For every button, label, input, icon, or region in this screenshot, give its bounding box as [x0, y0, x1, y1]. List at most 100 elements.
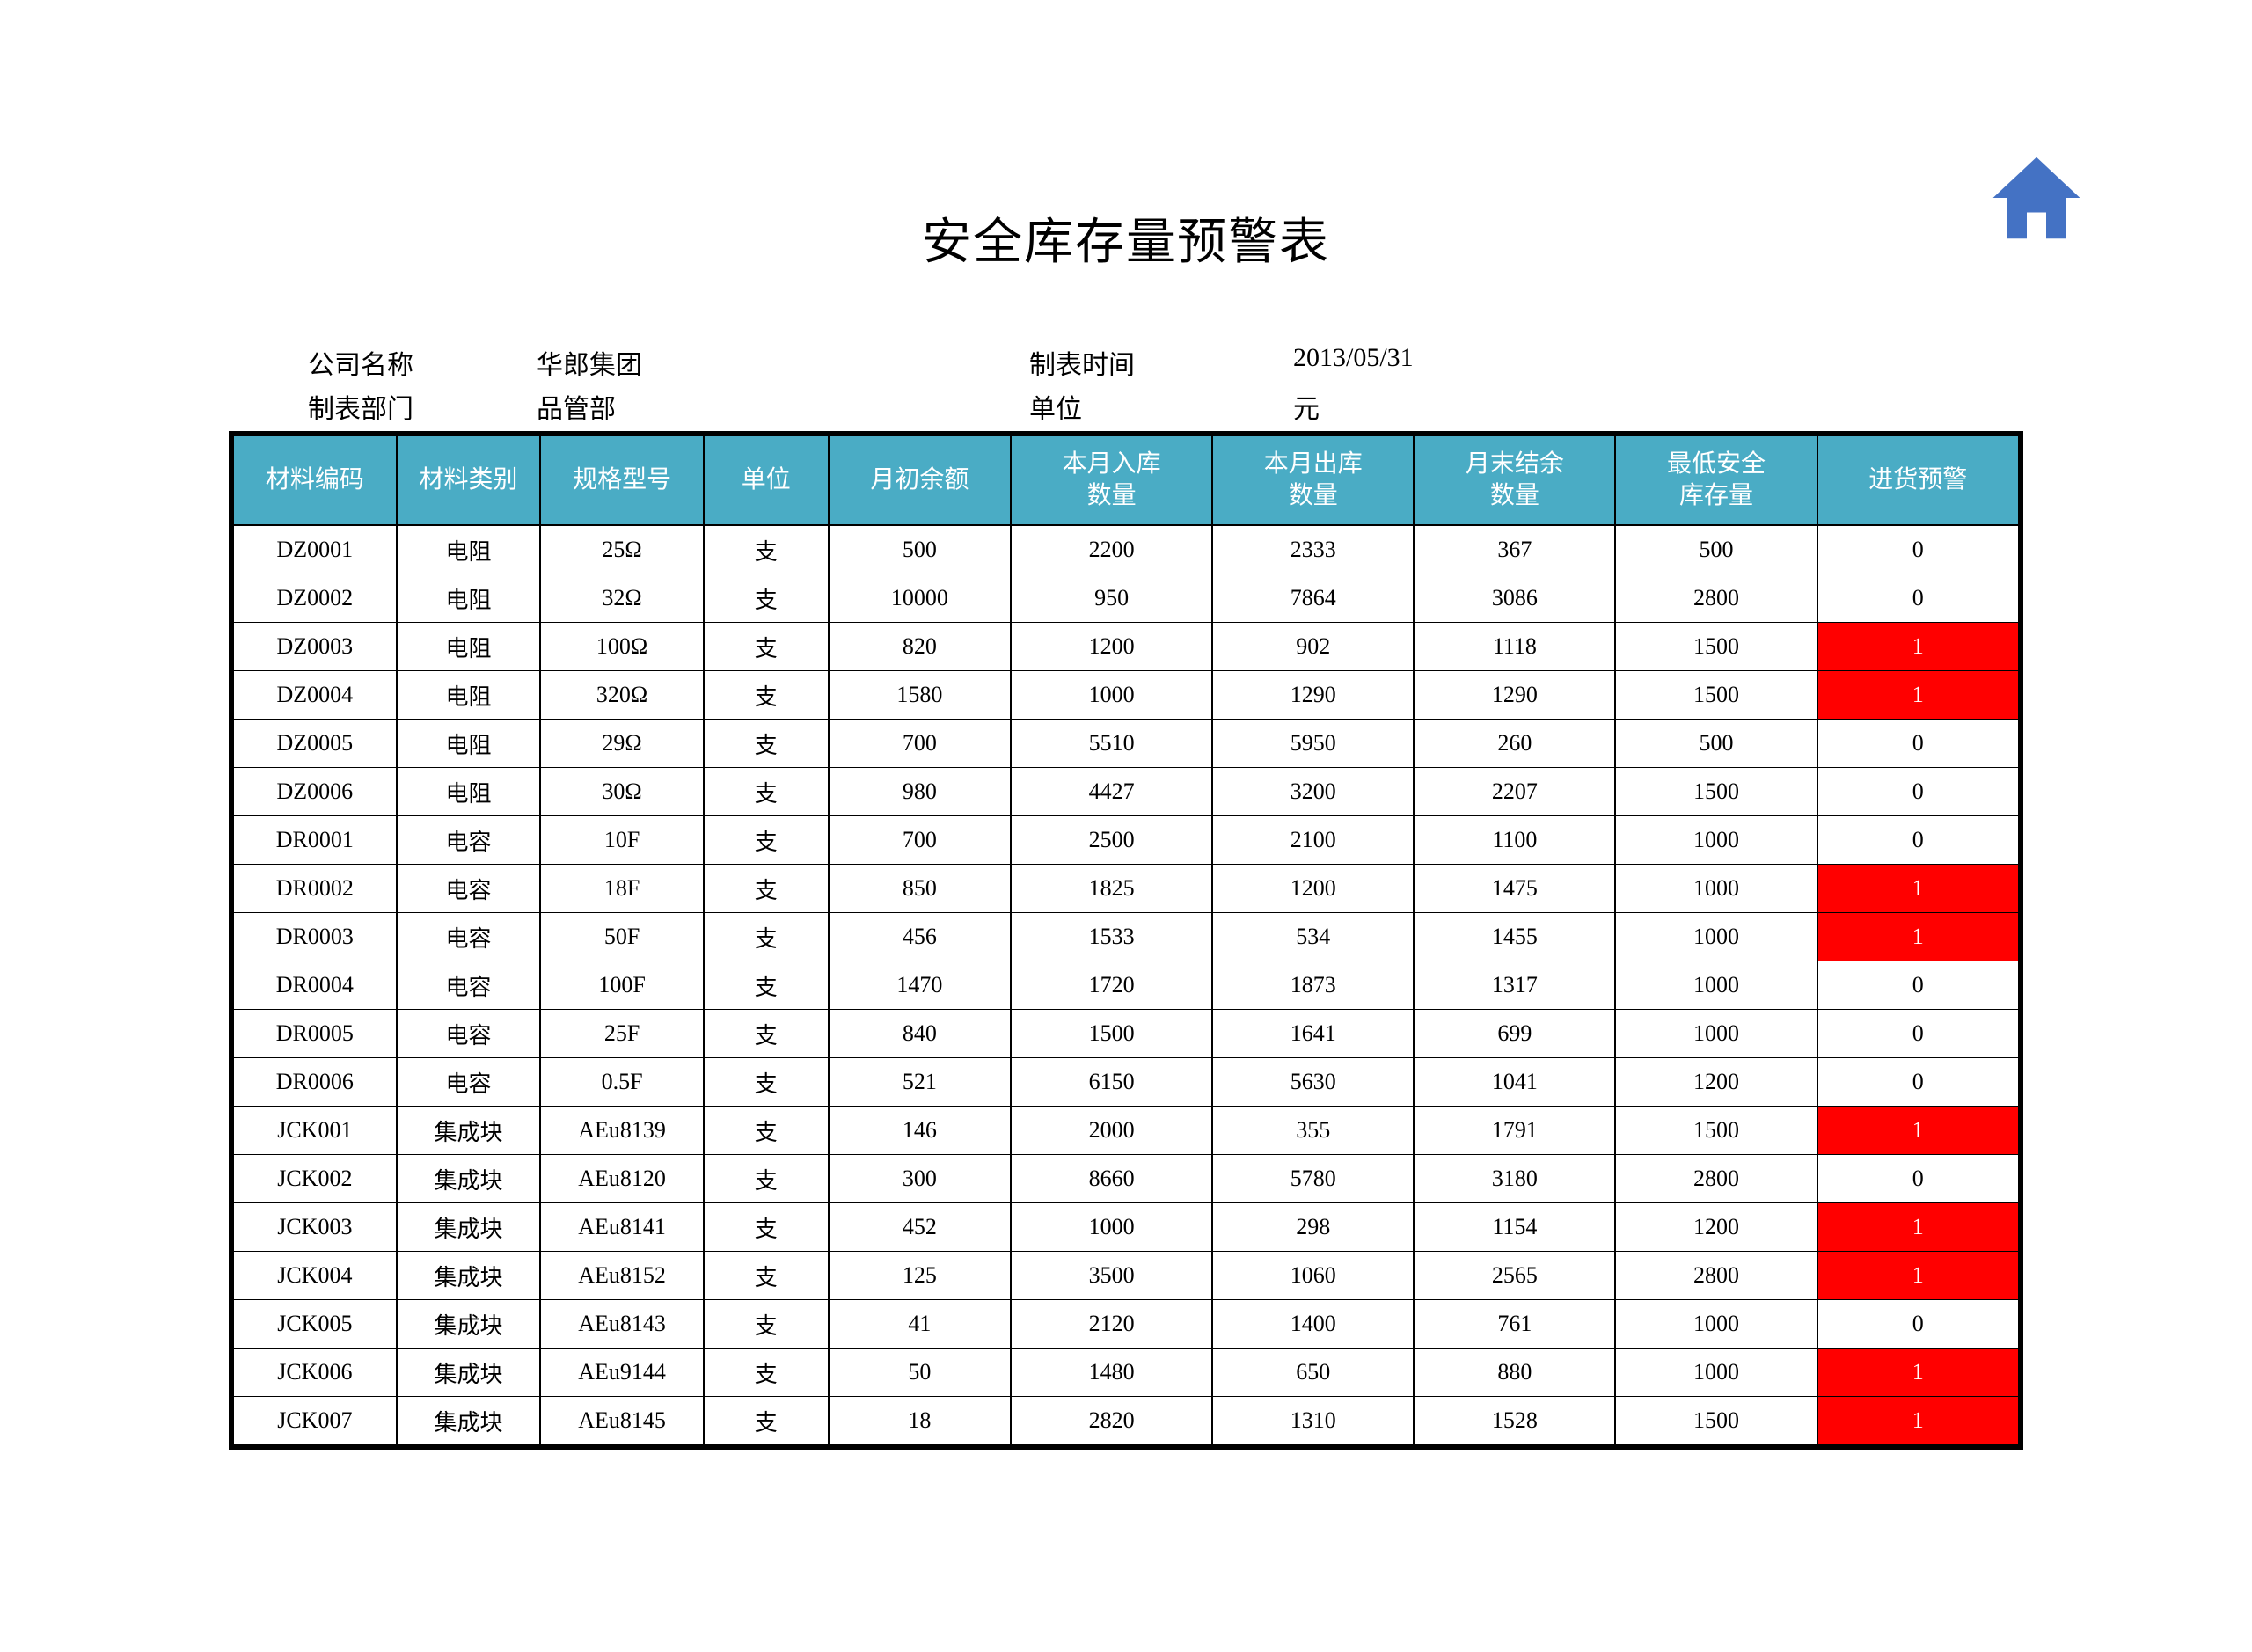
- table-cell: 2207: [1414, 768, 1615, 816]
- table-cell: 320Ω: [540, 671, 704, 720]
- table-cell: 电容: [397, 1058, 541, 1107]
- table-cell: 8660: [1011, 1155, 1212, 1203]
- table-cell: DZ0005: [231, 720, 397, 768]
- table-cell: 0: [1817, 1010, 2021, 1058]
- table-cell: 电容: [397, 1010, 541, 1058]
- table-cell: 300: [829, 1155, 1011, 1203]
- table-cell: 电阻: [397, 720, 541, 768]
- table-cell: 1041: [1414, 1058, 1615, 1107]
- table-cell: 1200: [1011, 623, 1212, 671]
- table-cell: 1: [1817, 865, 2021, 913]
- table-cell: JCK002: [231, 1155, 397, 1203]
- table-cell: 1500: [1615, 768, 1817, 816]
- table-cell: 18: [829, 1397, 1011, 1448]
- table-cell: 支: [704, 1252, 829, 1300]
- table-cell: 1200: [1615, 1058, 1817, 1107]
- table-cell: 1: [1817, 913, 2021, 961]
- table-cell: 2333: [1212, 525, 1414, 574]
- table-row: JCK004集成块AEu8152支12535001060256528001: [231, 1252, 2021, 1300]
- table-cell: 1: [1817, 1397, 2021, 1448]
- table-cell: 电容: [397, 865, 541, 913]
- table-cell: 1720: [1011, 961, 1212, 1010]
- table-cell: 支: [704, 525, 829, 574]
- table-cell: 1000: [1615, 1349, 1817, 1397]
- table-cell: 840: [829, 1010, 1011, 1058]
- table-cell: 10F: [540, 816, 704, 865]
- table-row: JCK006集成块AEu9144支50148065088010001: [231, 1349, 2021, 1397]
- table-cell: 5950: [1212, 720, 1414, 768]
- table-cell: 2820: [1011, 1397, 1212, 1448]
- table-cell: JCK004: [231, 1252, 397, 1300]
- table-cell: 2500: [1011, 816, 1212, 865]
- table-cell: 电阻: [397, 623, 541, 671]
- table-header-cell: 月末结余数量: [1414, 434, 1615, 525]
- table-row: DR0003电容50F支4561533534145510001: [231, 913, 2021, 961]
- meta-block: 公司名称 华郎集团 制表时间 2013/05/31 制表部门 品管部 单位 元: [308, 343, 1944, 431]
- table-cell: 1480: [1011, 1349, 1212, 1397]
- table-cell: 3500: [1011, 1252, 1212, 1300]
- table-cell: 1500: [1615, 1107, 1817, 1155]
- table-cell: 3086: [1414, 574, 1615, 623]
- table-cell: 2120: [1011, 1300, 1212, 1349]
- table-cell: 1154: [1414, 1203, 1615, 1252]
- table-cell: 1060: [1212, 1252, 1414, 1300]
- table-cell: 1533: [1011, 913, 1212, 961]
- table-cell: 1000: [1615, 961, 1817, 1010]
- table-cell: 2000: [1011, 1107, 1212, 1155]
- table-cell: 0: [1817, 1300, 2021, 1349]
- table-cell: JCK006: [231, 1349, 397, 1397]
- table-cell: 1500: [1615, 1397, 1817, 1448]
- table-cell: 1641: [1212, 1010, 1414, 1058]
- table-cell: 集成块: [397, 1397, 541, 1448]
- table-cell: 761: [1414, 1300, 1615, 1349]
- table-header-cell: 单位: [704, 434, 829, 525]
- meta-row: 公司名称 华郎集团 制表时间 2013/05/31: [308, 343, 1944, 382]
- table-cell: 456: [829, 913, 1011, 961]
- table-cell: 支: [704, 574, 829, 623]
- table-cell: 1: [1817, 671, 2021, 720]
- table-cell: 500: [829, 525, 1011, 574]
- table-cell: 1873: [1212, 961, 1414, 1010]
- table-cell: 0: [1817, 525, 2021, 574]
- meta-unit-value: 元: [1293, 387, 1610, 426]
- table-cell: DR0005: [231, 1010, 397, 1058]
- table-cell: 0: [1817, 574, 2021, 623]
- inventory-table: 材料编码材料类别规格型号单位月初余额本月入库数量本月出库数量月末结余数量最低安全…: [229, 431, 2023, 1450]
- meta-unit-label: 单位: [1029, 387, 1293, 426]
- table-cell: 2800: [1615, 574, 1817, 623]
- table-cell: 支: [704, 865, 829, 913]
- table-cell: 500: [1615, 525, 1817, 574]
- table-cell: 2800: [1615, 1155, 1817, 1203]
- table-cell: AEu8139: [540, 1107, 704, 1155]
- table-cell: 41: [829, 1300, 1011, 1349]
- table-header-cell: 最低安全库存量: [1615, 434, 1817, 525]
- table-cell: 1455: [1414, 913, 1615, 961]
- table-header-cell: 本月入库数量: [1011, 434, 1212, 525]
- table-header-cell: 材料类别: [397, 434, 541, 525]
- table-cell: DR0001: [231, 816, 397, 865]
- table-cell: 3200: [1212, 768, 1414, 816]
- table-cell: 4427: [1011, 768, 1212, 816]
- table-header-cell: 本月出库数量: [1212, 434, 1414, 525]
- table-cell: 29Ω: [540, 720, 704, 768]
- table-cell: AEu8152: [540, 1252, 704, 1300]
- table-body: DZ0001电阻25Ω支500220023333675000DZ0002电阻32…: [231, 525, 2021, 1447]
- table-row: DR0004电容100F支147017201873131710000: [231, 961, 2021, 1010]
- table-cell: AEu8120: [540, 1155, 704, 1203]
- table-cell: 1: [1817, 1252, 2021, 1300]
- table-cell: 650: [1212, 1349, 1414, 1397]
- table-cell: 支: [704, 1203, 829, 1252]
- table-cell: 1290: [1212, 671, 1414, 720]
- table-row: DR0006电容0.5F支52161505630104112000: [231, 1058, 2021, 1107]
- table-cell: 1000: [1615, 816, 1817, 865]
- table-cell: 集成块: [397, 1349, 541, 1397]
- meta-time-value: 2013/05/31: [1293, 343, 1610, 382]
- table-cell: 1528: [1414, 1397, 1615, 1448]
- table-cell: DZ0006: [231, 768, 397, 816]
- table-cell: 3180: [1414, 1155, 1615, 1203]
- table-cell: 电阻: [397, 574, 541, 623]
- table-cell: 2800: [1615, 1252, 1817, 1300]
- table-cell: 355: [1212, 1107, 1414, 1155]
- table-row: DR0001电容10F支70025002100110010000: [231, 816, 2021, 865]
- table-cell: 146: [829, 1107, 1011, 1155]
